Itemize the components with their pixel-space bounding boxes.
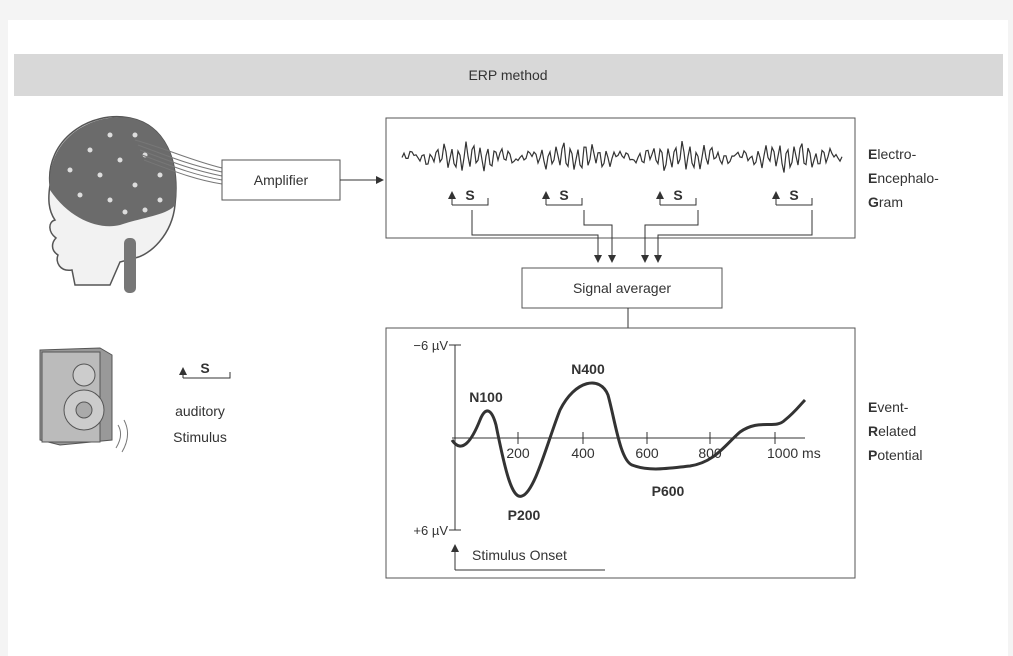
component-label: N100 <box>469 389 503 405</box>
head-illustration <box>48 116 223 293</box>
eeg-stimulus-marker: S <box>789 187 798 203</box>
erp-label-line: Event- <box>868 399 909 415</box>
speaker-illustration <box>39 347 128 453</box>
x-tick-label: 200 <box>506 445 530 461</box>
erp-label-line: Potential <box>868 447 923 463</box>
marker-bracket <box>776 198 813 206</box>
component-label: P600 <box>652 483 685 499</box>
erp-waveform <box>450 381 807 498</box>
header-bar <box>14 54 1003 96</box>
stimulus-label: Stimulus <box>173 429 227 445</box>
eeg-label: Electro- Encephalo- Gram <box>868 142 939 214</box>
component-label: N400 <box>571 361 605 377</box>
averager-box <box>521 267 723 309</box>
header-title: ERP method <box>468 67 547 83</box>
stimulus-marker: S <box>179 360 231 379</box>
x-tick-label: 1000 ms <box>767 445 821 461</box>
marker-bracket <box>452 198 489 206</box>
component-label: P200 <box>508 507 541 523</box>
onset-label: Stimulus Onset <box>472 547 567 563</box>
stimulus-label: auditory <box>175 403 225 419</box>
eeg-stimulus-marker: S <box>673 187 682 203</box>
averager-label: Signal averager <box>573 280 671 296</box>
y-label: +6 µV <box>413 523 448 538</box>
amplifier-box <box>221 159 341 201</box>
eeg-label-line: Electro- <box>868 146 917 162</box>
x-tick-label: 600 <box>635 445 659 461</box>
x-tick-label: 800 <box>698 445 722 461</box>
eeg-label-line: Gram <box>868 194 904 210</box>
eeg-trace <box>401 140 843 173</box>
marker-bracket <box>546 198 583 206</box>
connector-lines <box>471 210 813 263</box>
eeg-stimulus-marker: S <box>559 187 568 203</box>
stimulus-marker-label: S <box>200 360 209 376</box>
marker-bracket <box>660 198 697 206</box>
erp-label-line: Related <box>868 423 917 439</box>
amplifier-label: Amplifier <box>254 172 309 188</box>
x-tick-label: 400 <box>571 445 595 461</box>
eeg-box <box>385 117 856 239</box>
erp-box <box>385 327 856 579</box>
eeg-label-line: Encephalo- <box>868 170 939 186</box>
y-label: −6 µV <box>413 338 448 353</box>
eeg-stimulus-marker: S <box>465 187 474 203</box>
erp-label: Event- Related Potential <box>868 395 923 467</box>
